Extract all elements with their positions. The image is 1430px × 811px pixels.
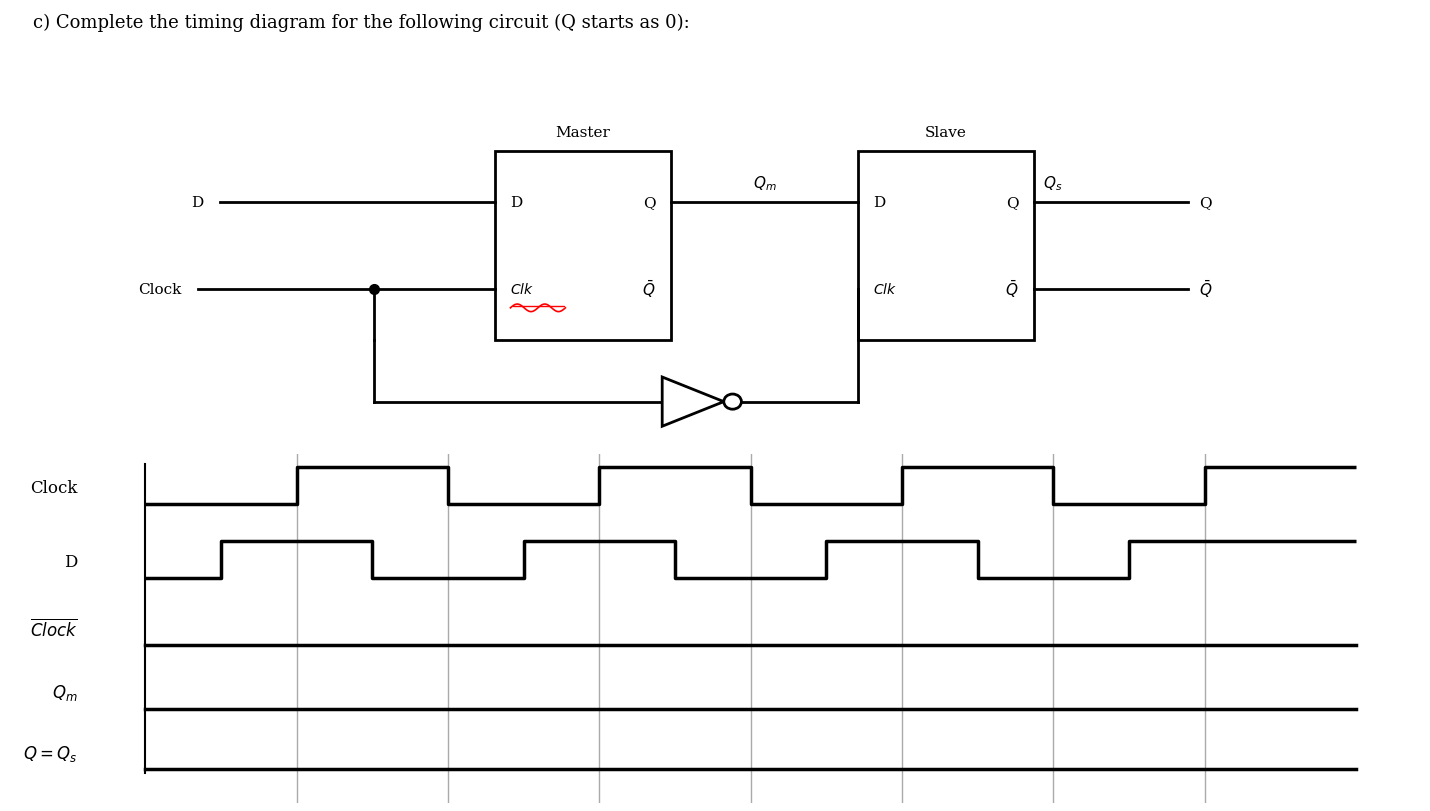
Text: D: D — [192, 195, 203, 209]
Text: $Q_m$: $Q_m$ — [752, 174, 776, 193]
Text: Q: Q — [644, 195, 655, 209]
Text: D: D — [874, 195, 885, 209]
Text: Master: Master — [556, 126, 611, 140]
Text: $Clk$: $Clk$ — [874, 282, 898, 297]
Text: $\overline{Clock}$: $\overline{Clock}$ — [30, 618, 77, 640]
Text: $Q_s$: $Q_s$ — [1042, 174, 1062, 193]
Text: $Q = Q_s$: $Q = Q_s$ — [23, 743, 77, 763]
Bar — [495, 152, 671, 341]
Text: Clock: Clock — [30, 479, 77, 496]
Text: $\bar{Q}$: $\bar{Q}$ — [1005, 279, 1018, 300]
Text: Q: Q — [1198, 195, 1211, 209]
Text: D: D — [64, 553, 77, 570]
Polygon shape — [662, 377, 724, 427]
Text: $\bar{Q}$: $\bar{Q}$ — [1198, 279, 1213, 300]
Text: c) Complete the timing diagram for the following circuit (Q starts as 0):: c) Complete the timing diagram for the f… — [33, 14, 689, 32]
Text: $Q_m$: $Q_m$ — [51, 682, 77, 702]
Text: Q: Q — [1005, 195, 1018, 209]
Text: D: D — [511, 195, 522, 209]
Text: $\bar{Q}$: $\bar{Q}$ — [642, 279, 655, 300]
Bar — [858, 152, 1034, 341]
Text: Slave: Slave — [925, 126, 967, 140]
Text: $Clk$: $Clk$ — [511, 282, 535, 297]
Text: Clock: Clock — [139, 282, 182, 297]
Circle shape — [724, 394, 741, 410]
